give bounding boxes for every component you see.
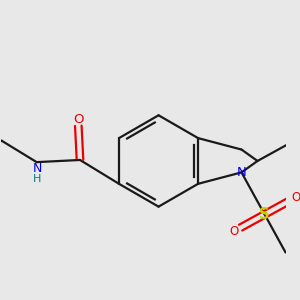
Text: O: O [73, 113, 83, 126]
Text: O: O [291, 191, 300, 204]
Text: N: N [33, 162, 42, 175]
Text: O: O [229, 225, 238, 238]
Text: S: S [260, 207, 270, 222]
Text: H: H [33, 174, 42, 184]
Text: N: N [237, 166, 246, 179]
